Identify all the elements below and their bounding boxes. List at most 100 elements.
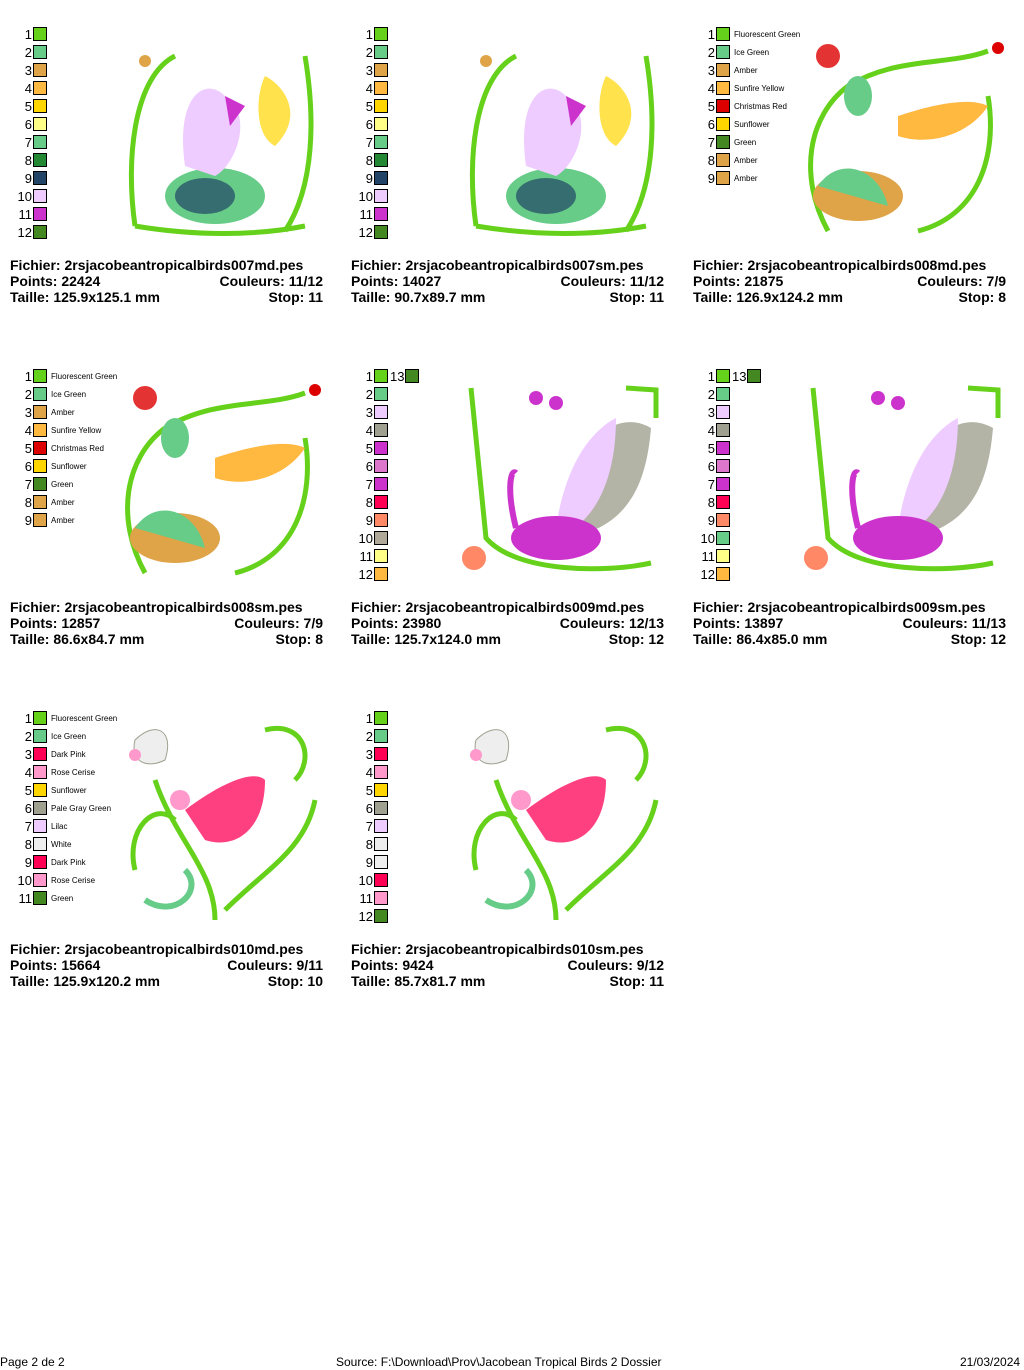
color-swatch: [33, 747, 47, 761]
embroidery-preview: [804, 385, 1001, 572]
color-name: Rose Cerise: [51, 767, 96, 777]
color-swatch-row: 1: [351, 709, 388, 727]
color-index: 1: [707, 26, 715, 42]
color-swatch-row: 11: [351, 205, 388, 223]
color-swatch-row: 9: [10, 169, 47, 187]
color-swatch-row: 9: [351, 169, 388, 187]
color-index: 9: [707, 170, 715, 186]
color-swatch: [374, 171, 388, 185]
color-index: 4: [24, 80, 32, 96]
color-swatch: [374, 783, 388, 797]
color-index: 9: [24, 854, 32, 870]
color-swatch: [716, 531, 730, 545]
color-swatch: [33, 729, 47, 743]
size-label: Taille:: [10, 631, 54, 647]
color-swatch: [374, 27, 388, 41]
size-label: Taille:: [10, 289, 54, 305]
color-swatch: [716, 171, 730, 185]
size-value: 125.9x125.1 mm: [53, 289, 160, 305]
color-swatch-row: 8: [693, 493, 730, 511]
color-swatch: [33, 873, 47, 887]
color-index: 3: [24, 746, 32, 762]
color-swatch: [374, 729, 388, 743]
file-name: 2rsjacobeantropicalbirds008md.pes: [747, 257, 987, 273]
color-index: 3: [707, 62, 715, 78]
file-name: 2rsjacobeantropicalbirds010md.pes: [64, 941, 304, 957]
color-name: Amber: [51, 515, 75, 525]
color-index: 3: [24, 62, 32, 78]
design-info: Fichier: 2rsjacobeantropicalbirds007sm.p…: [351, 257, 664, 305]
file-label: Fichier:: [10, 257, 65, 273]
color-swatch: [374, 747, 388, 761]
color-index: 8: [707, 494, 715, 510]
color-swatch: [374, 81, 388, 95]
color-index: 12: [700, 566, 715, 582]
color-name: Rose Cerise: [51, 875, 96, 885]
color-index: 4: [365, 80, 373, 96]
color-swatch: [33, 423, 47, 437]
color-index: 3: [365, 62, 373, 78]
color-swatch-row: 7: [351, 133, 388, 151]
color-name: Fluorescent Green: [51, 371, 118, 381]
color-index: 6: [365, 116, 373, 132]
color-name: Fluorescent Green: [51, 713, 118, 723]
color-index: 6: [24, 458, 32, 474]
size-label: Taille:: [693, 289, 737, 305]
color-swatch: [374, 207, 388, 221]
color-name: Lilac: [51, 821, 68, 831]
color-name: Dark Pink: [51, 749, 86, 759]
embroidery-preview: [128, 53, 314, 236]
color-swatch: [33, 819, 47, 833]
color-swatch-row: 1 Fluorescent Green: [10, 709, 118, 727]
color-swatch-row: 2: [693, 385, 730, 403]
color-swatch: [33, 711, 47, 725]
color-index: 11: [359, 548, 374, 564]
color-swatch-row: 6: [351, 799, 388, 817]
color-index: 11: [701, 548, 716, 564]
design-card: 1 13 2 3 4 5 6: [693, 369, 1009, 660]
color-swatch: [374, 369, 388, 383]
colors-value: 11/13: [971, 615, 1006, 631]
color-swatch: [33, 405, 47, 419]
color-index: 2: [365, 386, 373, 402]
color-swatch-row: 10: [10, 187, 47, 205]
color-swatch-row: 5: [693, 439, 730, 457]
size-value: 86.4x85.0 mm: [736, 631, 828, 647]
design-card: 1 2 3 4 5 6: [351, 709, 667, 1002]
size-value: 125.9x120.2 mm: [53, 973, 160, 989]
colors-value: 11/12: [629, 273, 664, 289]
color-swatch: [33, 225, 47, 239]
color-swatch-row: 2 Ice Green: [693, 43, 769, 61]
color-swatch: [405, 369, 420, 383]
color-swatch: [374, 405, 388, 419]
color-index: 2: [707, 386, 715, 402]
color-swatch-row: 9 Amber: [10, 511, 75, 529]
color-index: 11: [359, 206, 374, 222]
points-label: Points:: [693, 615, 745, 631]
color-swatch: [33, 135, 47, 149]
color-swatch-row: 4 Rose Cerise: [10, 763, 95, 781]
color-index: 4: [707, 422, 715, 438]
size-label: Taille:: [693, 631, 737, 647]
color-swatch-row: 5 Sunflower: [10, 781, 87, 799]
color-swatch: [374, 837, 388, 851]
color-swatch-row: 1: [351, 25, 388, 43]
color-index: 9: [365, 512, 373, 528]
points-label: Points:: [10, 273, 62, 289]
color-swatch: [374, 63, 388, 77]
color-name: Ice Green: [51, 731, 87, 741]
colors-label: Couleurs:: [902, 615, 972, 631]
file-label: Fichier:: [351, 599, 406, 615]
color-swatch: [33, 783, 47, 797]
color-swatch: [716, 441, 730, 455]
color-swatch: [33, 513, 47, 527]
embroidery-preview: [808, 42, 1004, 234]
file-name: 2rsjacobeantropicalbirds009md.pes: [405, 599, 645, 615]
file-label: Fichier:: [10, 599, 65, 615]
color-swatch: [33, 189, 47, 203]
color-swatch-row: 1 Fluorescent Green: [693, 25, 801, 43]
color-swatch: [33, 63, 47, 77]
color-name: Green: [51, 893, 74, 903]
color-index: 9: [365, 854, 373, 870]
color-swatch-row: 8 Amber: [10, 493, 75, 511]
